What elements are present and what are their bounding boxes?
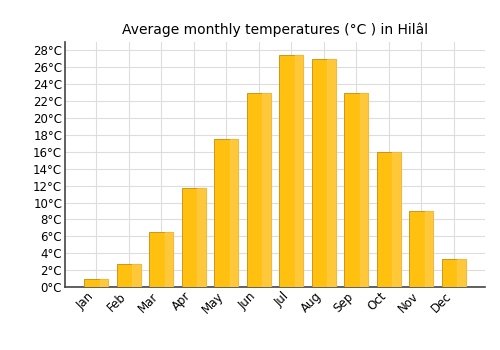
Bar <box>295 55 304 287</box>
Bar <box>165 232 173 287</box>
Bar <box>182 188 206 287</box>
Bar <box>458 259 466 287</box>
Bar <box>392 152 401 287</box>
Title: Average monthly temperatures (°C ) in Hilâl: Average monthly temperatures (°C ) in Hi… <box>122 22 428 37</box>
Bar <box>116 264 141 287</box>
Bar <box>84 279 108 287</box>
Bar <box>279 55 303 287</box>
Bar <box>409 211 434 287</box>
Bar <box>328 59 336 287</box>
Bar <box>230 139 238 287</box>
Bar <box>262 93 271 287</box>
Bar <box>344 93 368 287</box>
Bar <box>376 152 401 287</box>
Bar <box>360 93 368 287</box>
Bar <box>149 232 174 287</box>
Bar <box>246 93 271 287</box>
Bar <box>198 188 206 287</box>
Bar <box>442 259 466 287</box>
Bar <box>100 279 108 287</box>
Bar <box>312 59 336 287</box>
Bar <box>425 211 434 287</box>
Bar <box>214 139 238 287</box>
Bar <box>132 264 141 287</box>
